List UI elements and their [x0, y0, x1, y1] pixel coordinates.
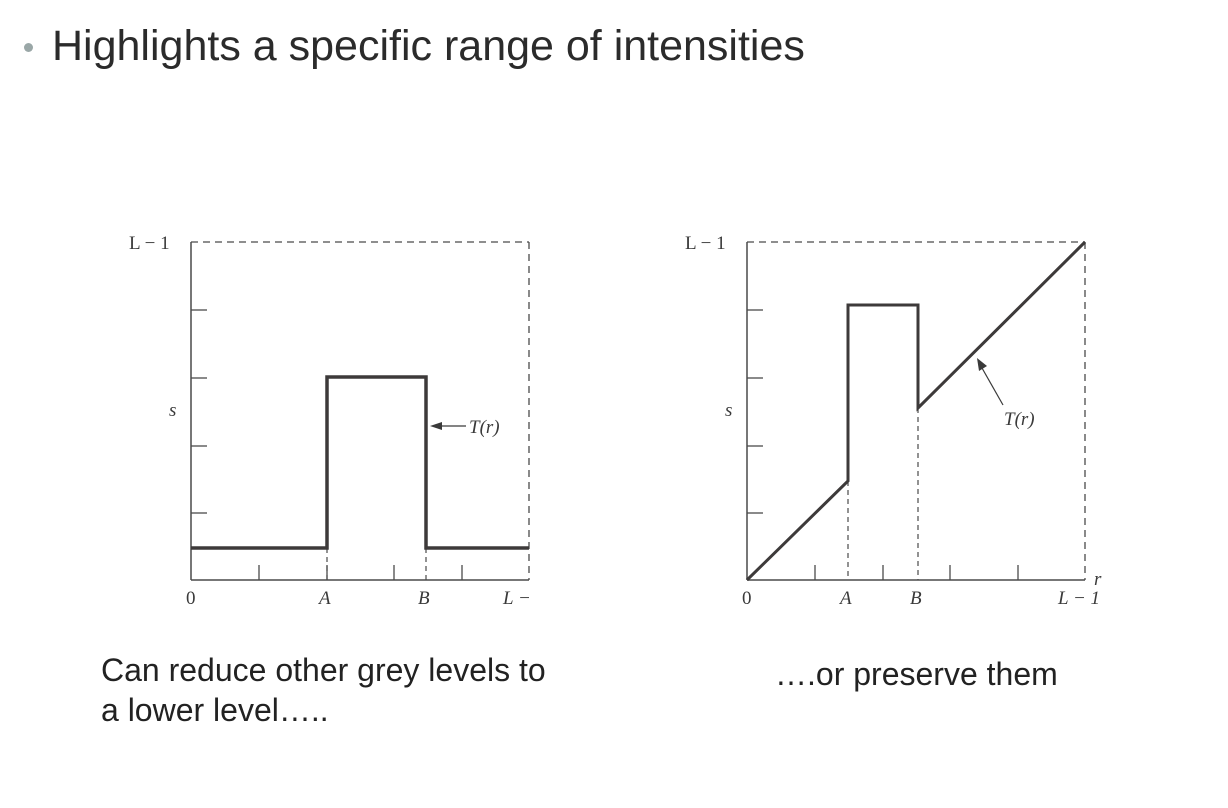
right-x-label-l: L − 1: [1057, 588, 1100, 609]
left-y-top-label: L − 1: [129, 233, 170, 254]
right-x-label-0: 0: [742, 588, 752, 609]
left-transform-curve: [191, 375, 529, 550]
title-text: Highlights a specific range of intensiti…: [52, 22, 805, 70]
caption-left: Can reduce other grey levels to a lower …: [101, 650, 621, 730]
caption-left-line2: a lower level…..: [101, 692, 329, 728]
right-y-label: s: [725, 400, 732, 421]
right-transform-curve: [745, 240, 1087, 582]
bullet-icon: [24, 42, 33, 52]
caption-right: ….or preserve them: [775, 656, 1058, 692]
right-x-label-b: B: [910, 588, 922, 609]
left-x-label-b: B: [418, 588, 430, 609]
right-curve-label: T(r): [1004, 409, 1035, 430]
right-graph: L − 1 s T(r) r 0 A B L − 1: [685, 233, 1102, 609]
caption-left-line1: Can reduce other grey levels to: [101, 652, 546, 688]
left-x-label-0: 0: [186, 588, 196, 609]
right-arrowhead-icon: [977, 358, 987, 371]
right-y-top-label: L − 1: [685, 233, 726, 254]
left-graph: L − 1 s T(r) 0 A B L −: [129, 233, 531, 609]
left-arrowhead-icon: [430, 422, 442, 430]
right-x-axis-label: r: [1094, 569, 1102, 590]
left-y-label: s: [169, 400, 176, 421]
slide-title: Highlights a specific range of intensiti…: [24, 20, 805, 72]
right-x-label-a: A: [838, 588, 852, 609]
right-curve-arrow: [981, 367, 1004, 406]
left-x-label-a: A: [317, 588, 331, 609]
left-curve-label: T(r): [469, 417, 500, 438]
left-x-label-l: L −: [502, 588, 531, 609]
